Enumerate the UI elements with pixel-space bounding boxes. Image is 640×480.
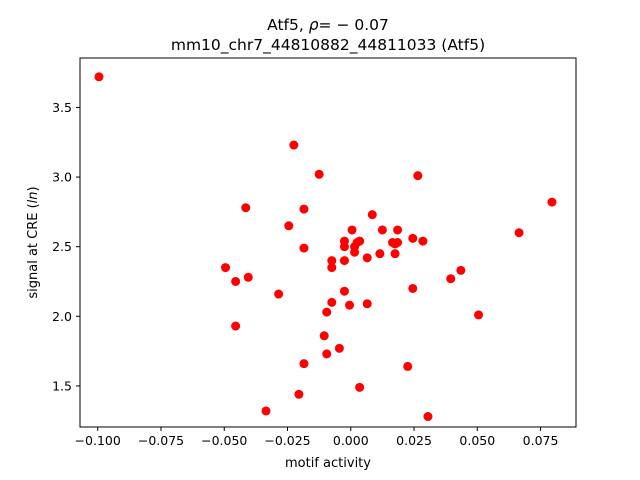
data-point: [446, 274, 456, 284]
data-point: [299, 204, 309, 214]
data-point: [393, 238, 403, 247]
x-tick-label: 0.025: [396, 433, 432, 448]
data-point: [418, 236, 428, 246]
data-point: [327, 263, 337, 273]
data-point: [339, 242, 349, 252]
chart-title-suffix: = − 0.07: [319, 16, 389, 34]
data-point: [322, 349, 332, 359]
y-tick-label: 2.5: [52, 239, 72, 254]
x-tick-label: 0.000: [333, 433, 369, 448]
x-tick-label: 0.075: [523, 433, 559, 448]
chart-title-prefix: Atf5,: [267, 16, 309, 34]
y-axis-label-italic: ln: [26, 191, 41, 203]
data-point: [456, 265, 466, 275]
data-point: [322, 307, 332, 317]
y-axis-label: signal at CRE (ln): [26, 186, 41, 298]
data-point: [345, 300, 355, 310]
data-point: [299, 243, 309, 253]
data-points: [94, 72, 557, 422]
data-point: [547, 197, 557, 207]
data-point: [289, 140, 299, 150]
data-point: [231, 321, 241, 331]
y-tick-label: 2.0: [52, 309, 72, 324]
data-point: [221, 263, 231, 273]
data-point: [408, 283, 418, 293]
data-point: [319, 331, 329, 341]
data-point: [423, 412, 433, 422]
data-point: [327, 297, 337, 307]
axis-ticks: −0.100 −0.075 −0.050 −0.025 0.000 0.025 0.050 0…: [52, 100, 558, 448]
data-point: [413, 171, 423, 181]
y-tick-label: 1.5: [52, 378, 72, 393]
data-point: [355, 382, 365, 392]
data-point: [294, 389, 304, 399]
data-point: [327, 256, 337, 266]
x-tick-label: −0.075: [138, 433, 184, 448]
data-point: [474, 310, 484, 320]
data-point: [241, 203, 251, 213]
data-point: [284, 221, 294, 231]
data-point: [362, 299, 372, 309]
data-point: [403, 361, 413, 371]
y-tick-label: 3.0: [52, 170, 72, 185]
data-point: [334, 343, 344, 353]
chart-title-rho: ρ: [309, 16, 319, 34]
data-point: [314, 169, 324, 179]
data-point: [362, 253, 372, 263]
x-tick-label: 0.050: [459, 433, 495, 448]
x-axis-label: motif activity: [285, 456, 371, 471]
data-point: [94, 72, 104, 82]
data-point: [350, 247, 360, 257]
chart-title-line1: Atf5, ρ= − 0.07: [267, 16, 389, 34]
data-point: [367, 210, 377, 220]
y-axis-label-suffix: ): [26, 186, 41, 191]
plot-area-frame: [79, 57, 577, 428]
data-point: [299, 359, 309, 369]
data-point: [347, 225, 357, 235]
data-point: [261, 406, 271, 416]
data-point: [231, 276, 241, 286]
data-point: [514, 228, 524, 238]
data-point: [408, 233, 418, 243]
chart-title-line2: mm10_chr7_44810882_44811033 (Atf5): [171, 36, 485, 55]
x-tick-label: −0.025: [264, 433, 310, 448]
data-point: [274, 289, 284, 299]
x-tick-label: −0.050: [201, 433, 247, 448]
data-point: [339, 256, 349, 266]
data-point: [390, 249, 400, 259]
data-point: [339, 286, 349, 296]
data-point: [393, 225, 403, 235]
y-tick-label: 3.5: [52, 100, 72, 115]
data-point: [375, 249, 385, 259]
data-point: [243, 272, 253, 282]
x-tick-label: −0.100: [75, 433, 121, 448]
data-point: [377, 225, 387, 235]
y-axis-label-prefix: signal at CRE (: [26, 203, 41, 298]
